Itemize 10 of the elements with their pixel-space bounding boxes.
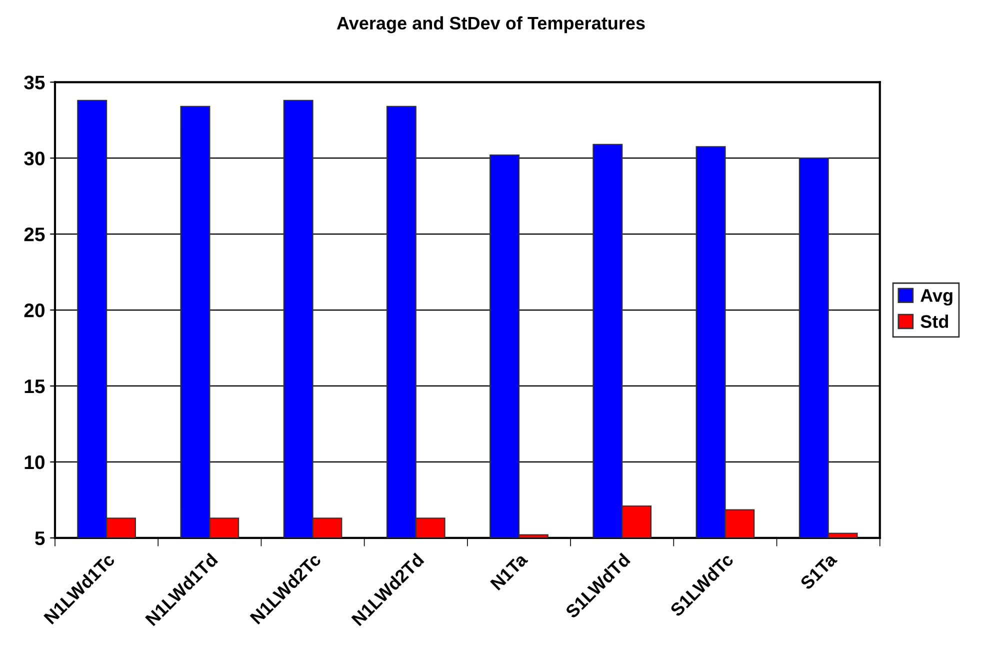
y-tick-label: 30 — [24, 152, 44, 166]
legend-label: Std — [920, 314, 948, 328]
chart-title: Average and StDev of Temperatures — [336, 16, 645, 34]
y-tick-label: 35 — [24, 76, 45, 90]
y-tick-label: 5 — [35, 532, 45, 546]
legend-label: Avg — [920, 289, 952, 306]
y-tick-label: 10 — [24, 455, 44, 470]
y-tick-label: 20 — [24, 303, 44, 318]
y-tick-label: 15 — [24, 380, 45, 394]
y-tick-label: 25 — [24, 228, 45, 242]
